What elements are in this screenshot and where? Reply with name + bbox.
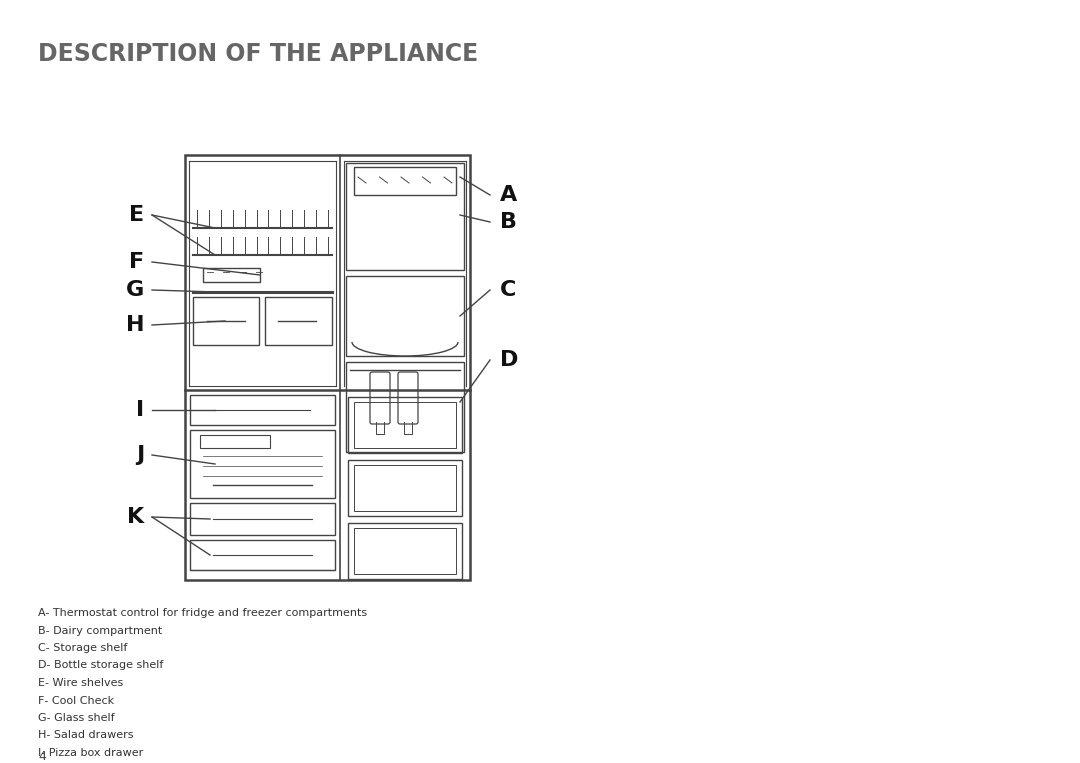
Text: B: B <box>500 212 517 232</box>
Text: 4: 4 <box>38 750 45 763</box>
Text: F- Cool Check: F- Cool Check <box>38 696 114 706</box>
Text: I- Pizza box drawer: I- Pizza box drawer <box>38 748 144 758</box>
Text: K: K <box>126 507 144 527</box>
Text: E- Wire shelves: E- Wire shelves <box>38 678 123 688</box>
Text: B- Dairy compartment: B- Dairy compartment <box>38 626 162 636</box>
Text: D: D <box>500 350 518 370</box>
Text: G: G <box>125 280 144 300</box>
Text: DESCRIPTION OF THE APPLIANCE: DESCRIPTION OF THE APPLIANCE <box>38 42 478 66</box>
Text: E: E <box>129 205 144 225</box>
Text: C- Storage shelf: C- Storage shelf <box>38 643 127 653</box>
Text: G- Glass shelf: G- Glass shelf <box>38 713 114 723</box>
Text: A: A <box>500 185 517 205</box>
Text: H- Salad drawers: H- Salad drawers <box>38 730 134 741</box>
Text: C: C <box>500 280 516 300</box>
Text: D- Bottle storage shelf: D- Bottle storage shelf <box>38 661 163 671</box>
Text: H: H <box>125 315 144 335</box>
Text: I: I <box>136 400 144 420</box>
Text: F: F <box>129 252 144 272</box>
Text: A- Thermostat control for fridge and freezer compartments: A- Thermostat control for fridge and fre… <box>38 608 367 618</box>
Text: J: J <box>136 445 144 465</box>
